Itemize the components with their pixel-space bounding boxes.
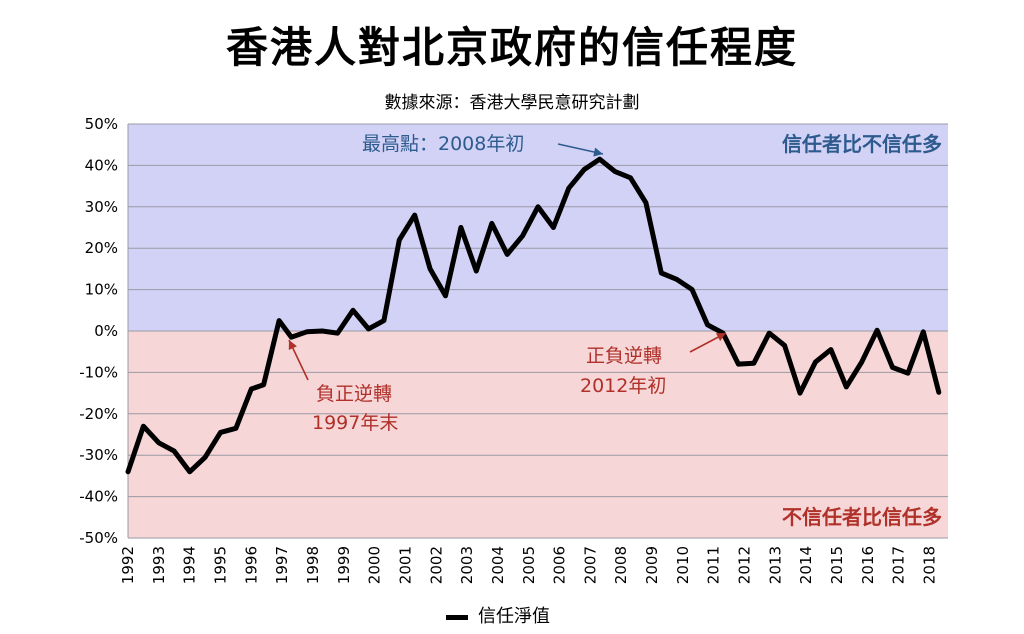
y-tick-label: -50% (79, 529, 118, 547)
y-tick-label: 40% (85, 156, 118, 174)
reversal-2012-label: 正負逆轉 (586, 345, 662, 367)
chart-subtitle: 數據來源：香港大學民意研究計劃 (384, 93, 640, 113)
x-tick-label: 2009 (643, 546, 661, 584)
peak-arrow-head (593, 147, 603, 157)
negative-zone-label: 不信任者比信任多 (782, 505, 942, 529)
positive-zone (128, 124, 948, 331)
x-tick-label: 2011 (705, 546, 723, 584)
reversal-1997-date: 1997年末 (312, 412, 398, 434)
reversal-2012-date: 2012年初 (580, 375, 666, 397)
x-tick-label: 2014 (797, 546, 815, 584)
y-tick-label: 30% (85, 198, 118, 216)
reversal-1997-label: 負正逆轉 (316, 383, 392, 405)
legend-label: 信任淨值 (478, 606, 550, 627)
x-tick-label: 2004 (489, 546, 507, 584)
x-tick-label: 2015 (828, 546, 846, 584)
y-tick-label: -10% (79, 363, 118, 381)
x-tick-label: 2001 (396, 546, 414, 584)
x-tick-label: 2016 (859, 546, 877, 584)
legend: 信任淨值 (446, 602, 550, 628)
x-tick-label: 2013 (766, 546, 784, 584)
x-tick-label: 1996 (242, 546, 260, 584)
x-tick-label: 2018 (921, 546, 939, 584)
y-axis-ticks: 50% 40% 30% 20% 10% 0% -10% -20% -30% -40% -50% (79, 115, 118, 547)
chart-title: 香港人對北京政府的信任程度 (225, 23, 798, 72)
x-tick-label: 2017 (890, 546, 908, 584)
y-tick-label: -30% (79, 446, 118, 464)
x-tick-label: 2003 (458, 546, 476, 584)
reversal-2012-arrow-head (715, 333, 726, 342)
x-tick-label: 1999 (335, 546, 353, 584)
x-tick-label: 1992 (119, 546, 137, 584)
annotations-layer: 最高點：2008年初 負正逆轉 1997年末 正負逆轉 2012年初 信任者比不… (288, 132, 942, 529)
x-tick-label: 2002 (427, 546, 445, 584)
y-tick-label: 50% (85, 115, 118, 133)
x-tick-label: 2000 (366, 546, 384, 584)
x-tick-label: 2010 (674, 546, 692, 584)
x-tick-label: 2008 (612, 546, 630, 584)
x-tick-label: 2006 (551, 546, 569, 584)
series-line-trust-net (125, 156, 942, 475)
x-tick-label: 1998 (304, 546, 322, 584)
x-tick-label: 2007 (581, 546, 599, 584)
x-tick-label: 1993 (150, 546, 168, 584)
peak-annotation: 最高點：2008年初 (362, 133, 524, 155)
x-tick-label: 1994 (181, 546, 199, 584)
y-tick-label: 10% (85, 281, 118, 299)
series-layer (125, 156, 942, 475)
x-tick-label: 2012 (736, 546, 754, 584)
x-tick-label: 1995 (211, 546, 229, 584)
positive-zone-label: 信任者比不信任多 (782, 132, 942, 156)
y-tick-label: -40% (79, 488, 118, 506)
legend-swatch (446, 614, 468, 620)
x-tick-label: 1997 (273, 546, 291, 584)
y-tick-label: 20% (85, 239, 118, 257)
y-tick-label: -20% (79, 405, 118, 423)
x-tick-label: 2005 (520, 546, 538, 584)
reversal-1997-arrow-head (288, 340, 297, 351)
y-tick-label: 0% (94, 322, 118, 340)
x-axis-ticks: 1992 1993 1994 1995 1996 1997 1998 1999 2000 2001… (119, 546, 939, 584)
